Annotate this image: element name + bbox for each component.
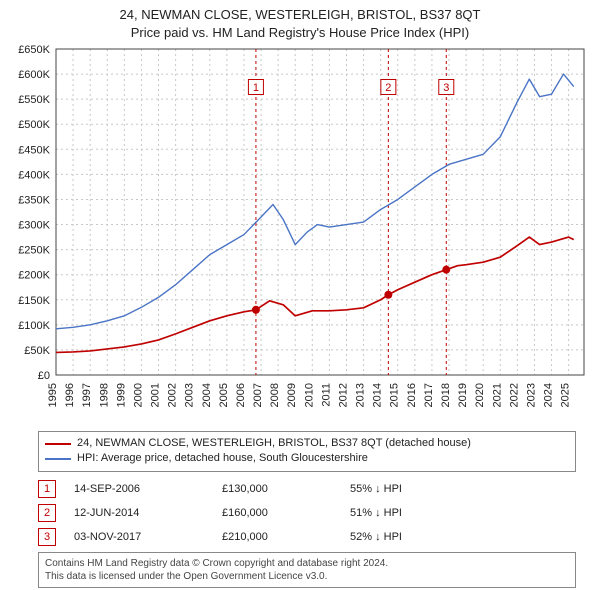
sale-marker-row: 1 14-SEP-2006 £130,000 55% ↓ HPI [38,480,576,498]
x-tick-label: 2002 [167,383,179,407]
sale-markers-table: 1 14-SEP-2006 £130,000 55% ↓ HPI 2 12-JUN-201… [38,480,576,546]
marker-price: £130,000 [222,483,332,495]
x-tick-label: 2022 [508,383,520,407]
marker-pct: 52% ↓ HPI [350,531,402,543]
price-chart-page: { "header": { "title": "24, NEWMAN CLOSE… [0,0,600,590]
x-tick-label: 2004 [201,383,213,407]
y-tick-label: £250K [18,245,50,257]
legend: 24, NEWMAN CLOSE, WESTERLEIGH, BRISTOL, … [38,431,576,472]
y-tick-label: £50K [24,345,50,357]
y-tick-label: £0 [38,370,50,382]
legend-row: 24, NEWMAN CLOSE, WESTERLEIGH, BRISTOL, … [45,436,569,451]
x-tick-label: 2025 [560,383,572,407]
marker-date: 14-SEP-2006 [74,483,204,495]
x-tick-label: 2006 [235,383,247,407]
sale-marker-number: 2 [385,82,391,94]
x-tick-label: 2011 [320,383,332,407]
x-tick-label: 2000 [132,383,144,407]
marker-date: 12-JUN-2014 [74,507,204,519]
x-tick-label: 2005 [218,383,230,407]
x-tick-label: 2015 [389,383,401,407]
page-title: 24, NEWMAN CLOSE, WESTERLEIGH, BRISTOL, … [0,0,600,24]
legend-swatch [45,443,71,445]
x-tick-label: 2019 [457,383,469,407]
y-tick-label: £550K [18,94,50,106]
page-subtitle: Price paid vs. HM Land Registry's House … [0,24,600,42]
y-tick-label: £450K [18,144,50,156]
x-tick-label: 1998 [98,383,110,407]
marker-price: £160,000 [222,507,332,519]
x-tick-label: 2010 [303,383,315,407]
marker-pct: 55% ↓ HPI [350,483,402,495]
x-tick-label: 2024 [543,383,555,407]
legend-label: 24, NEWMAN CLOSE, WESTERLEIGH, BRISTOL, … [77,436,471,451]
marker-price: £210,000 [222,531,332,543]
footer-attribution: Contains HM Land Registry data © Crown c… [38,552,576,588]
x-tick-label: 1995 [47,383,59,407]
chart-area: £0 £50K £100K £150K £200K £250K £300K £350K £400… [0,45,600,425]
footer-line-2: This data is licensed under the Open Gov… [45,570,569,583]
x-tick-label: 2012 [337,383,349,407]
line-chart: £0 £50K £100K £150K £200K £250K £300K £350K £400… [0,45,600,425]
y-tick-label: £100K [18,320,50,332]
sale-marker-row: 3 03-NOV-2017 £210,000 52% ↓ HPI [38,528,576,546]
marker-index: 1 [38,480,56,498]
marker-pct: 51% ↓ HPI [350,507,402,519]
x-tick-label: 2008 [269,383,281,407]
y-tick-label: £500K [18,119,50,131]
y-tick-label: £350K [18,195,50,207]
x-tick-label: 2023 [525,383,537,407]
x-tick-label: 1996 [64,383,76,407]
y-tick-label: £200K [18,270,50,282]
x-tick-label: 2009 [286,383,298,407]
y-tick-label: £300K [18,220,50,232]
y-tick-label: £400K [18,169,50,181]
x-tick-label: 2007 [252,383,264,407]
x-tick-label: 2013 [355,383,367,407]
legend-row: HPI: Average price, detached house, Sout… [45,451,569,466]
x-tick-label: 1999 [115,383,127,407]
sale-marker-number: 3 [443,82,449,94]
x-tick-label: 2014 [372,383,384,407]
x-tick-label: 1997 [81,383,93,407]
legend-label: HPI: Average price, detached house, Sout… [77,451,368,466]
x-tick-label: 2017 [423,383,435,407]
y-tick-label: £600K [18,69,50,81]
sale-marker-row: 2 12-JUN-2014 £160,000 51% ↓ HPI [38,504,576,522]
x-tick-label: 2001 [150,383,162,407]
x-tick-label: 2021 [491,383,503,407]
marker-index: 2 [38,504,56,522]
legend-swatch [45,458,71,460]
marker-date: 03-NOV-2017 [74,531,204,543]
x-tick-label: 2016 [406,383,418,407]
x-tick-label: 2003 [184,383,196,407]
marker-index: 3 [38,528,56,546]
sale-marker-number: 1 [253,82,259,94]
y-tick-label: £150K [18,295,50,307]
footer-line-1: Contains HM Land Registry data © Crown c… [45,557,569,570]
x-tick-label: 2020 [474,383,486,407]
x-tick-label: 2018 [440,383,452,407]
y-tick-label: £650K [18,45,50,56]
